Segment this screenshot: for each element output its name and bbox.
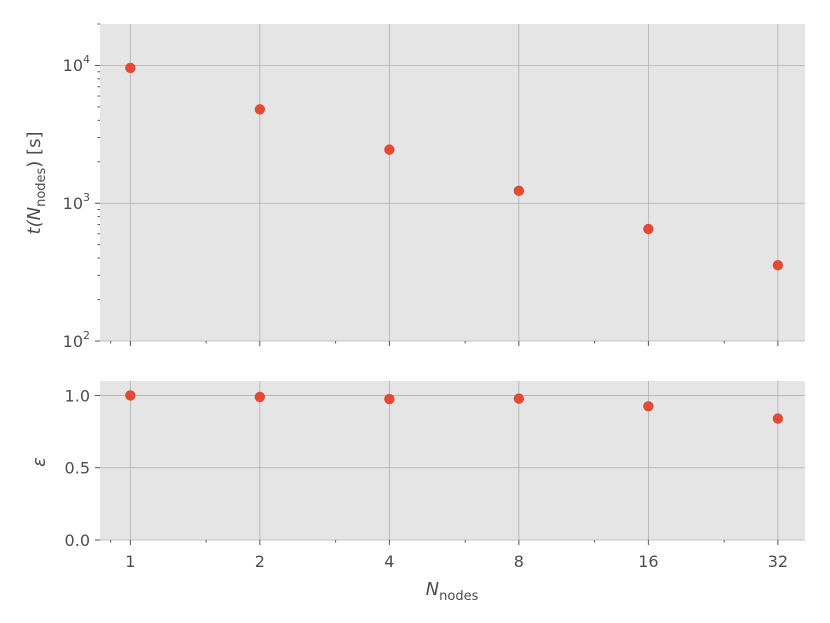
top-ytick-label-2: 104: [63, 53, 90, 75]
top-data-point-1: [254, 104, 266, 115]
xtick-label-0: 1: [125, 552, 135, 571]
top-data-point-5: [772, 259, 784, 271]
top-data-point-4: [643, 223, 654, 235]
xtick-label-3: 8: [514, 552, 524, 571]
bottom-ytick-label-2: 1.0: [65, 386, 90, 405]
top-data-point-2: [384, 144, 395, 155]
top-data-point-0: [125, 62, 136, 74]
bottom-data-point-0: [125, 390, 136, 401]
bottom-data-point-1: [254, 391, 266, 403]
bottom-data-point-5: [772, 413, 784, 424]
top-y-axis-label: t(Nnodes) [s]: [24, 132, 49, 235]
bottom-panel: 0.0 0.5 1.0 1 2 4 8 16 32 ε Nnodes: [29, 381, 805, 604]
bottom-ytick-label-0: 0.0: [65, 531, 90, 550]
top-ytick-label-1: 103: [63, 191, 90, 213]
bottom-data-point-2: [384, 393, 395, 405]
top-plot-area: [100, 24, 805, 341]
bottom-data-point-4: [643, 401, 654, 412]
top-data-point-3: [513, 185, 525, 197]
xtick-label-5: 32: [768, 552, 788, 571]
bottom-plot-area: [100, 381, 805, 540]
xtick-label-4: 16: [638, 552, 658, 571]
xtick-label-2: 4: [384, 552, 394, 571]
x-axis-label: Nnodes: [426, 579, 479, 604]
xtick-label-1: 2: [255, 552, 265, 571]
bottom-ytick-label-1: 0.5: [65, 459, 90, 478]
top-ytick-label-0: 102: [63, 329, 90, 351]
bottom-data-point-3: [513, 393, 525, 404]
top-panel: 102 103 104 t(Nnodes) [s]: [24, 23, 805, 351]
bottom-y-axis-label: ε: [29, 457, 50, 467]
